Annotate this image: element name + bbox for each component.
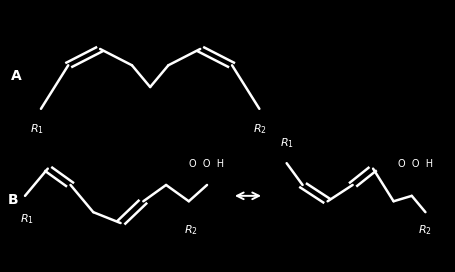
Text: B: B bbox=[8, 193, 19, 207]
Text: $R_2$: $R_2$ bbox=[418, 223, 431, 237]
Text: O  O  H: O O H bbox=[398, 159, 433, 169]
Text: $R_2$: $R_2$ bbox=[184, 223, 198, 237]
Text: $R_2$: $R_2$ bbox=[253, 122, 266, 136]
Text: A: A bbox=[11, 69, 22, 83]
Text: $R_1$: $R_1$ bbox=[30, 122, 44, 136]
Text: $R_1$: $R_1$ bbox=[20, 212, 35, 226]
Text: O  O  H: O O H bbox=[189, 159, 224, 169]
Text: $R_1$: $R_1$ bbox=[280, 136, 294, 150]
